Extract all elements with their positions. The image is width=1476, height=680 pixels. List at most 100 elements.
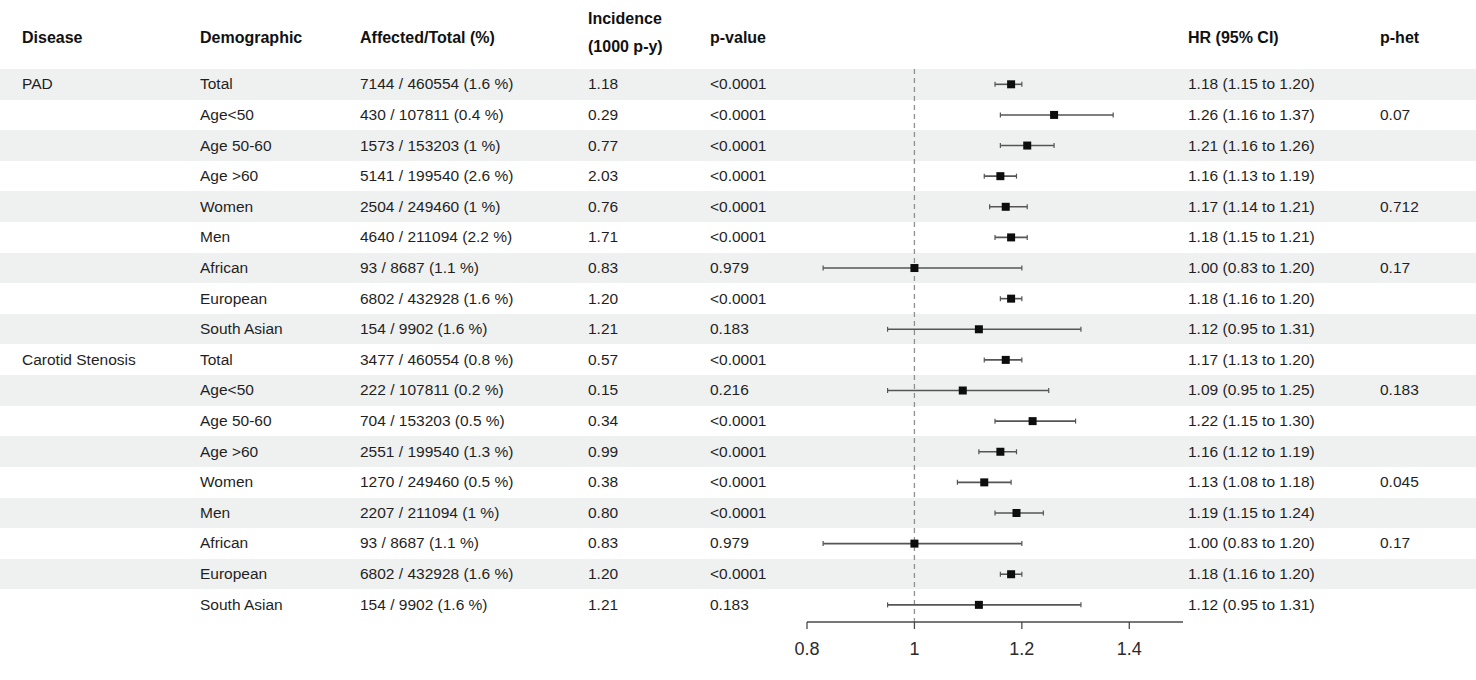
cell-incidence: 0.15 <box>588 381 618 399</box>
cell-incidence: 0.99 <box>588 443 618 461</box>
cell-incidence: 1.21 <box>588 320 618 338</box>
cell-demographic: Women <box>200 473 253 491</box>
cell-affected-total: 430 / 107811 (0.4 %) <box>360 106 504 124</box>
table-row: Age 50-601573 / 153203 (1 %)0.77<0.00011… <box>0 130 1476 161</box>
cell-affected-total: 2504 / 249460 (1 %) <box>360 198 500 216</box>
cell-affected-total: 6802 / 432928 (1.6 %) <box>360 290 513 308</box>
table-row: South Asian154 / 9902 (1.6 %)1.210.1831.… <box>0 589 1476 620</box>
cell-demographic: Men <box>200 228 230 246</box>
cell-incidence: 0.80 <box>588 504 618 522</box>
table-row: African 93 / 8687 (1.1 %) 0.83 0.979 1.00 (0… <box>0 528 1476 559</box>
cell-incidence: 2.03 <box>588 167 618 185</box>
cell-incidence: 1.20 <box>588 565 618 583</box>
cell-hr-ci: 1.21 (1.16 to 1.26) <box>1188 137 1315 155</box>
cell-hr-ci: 1.00 (0.83 to 1.20) <box>1188 259 1315 277</box>
cell-hr-ci: 1.19 (1.15 to 1.24) <box>1188 504 1315 522</box>
cell-pvalue: <0.0001 <box>710 443 766 461</box>
cell-incidence: 0.57 <box>588 351 618 369</box>
cell-pvalue: 0.216 <box>710 381 749 399</box>
x-axis-tick-label: 1.2 <box>1009 639 1034 659</box>
cell-demographic: Men <box>200 504 230 522</box>
table-row: Age<50 430 / 107811 (0.4 %) 0.29 <0.0001 1.2… <box>0 100 1476 131</box>
cell-incidence: 0.76 <box>588 198 618 216</box>
cell-affected-total: 1270 / 249460 (0.5 %) <box>360 473 513 491</box>
cell-demographic: Total <box>200 351 233 369</box>
cell-hr-ci: 1.00 (0.83 to 1.20) <box>1188 534 1315 552</box>
cell-pvalue: 0.183 <box>710 596 749 614</box>
cell-hr-ci: 1.16 (1.12 to 1.19) <box>1188 443 1315 461</box>
cell-hr-ci: 1.12 (0.95 to 1.31) <box>1188 320 1315 338</box>
table-row: Age >602551 / 199540 (1.3 %)0.99<0.00011… <box>0 436 1476 467</box>
cell-incidence: 0.83 <box>588 259 618 277</box>
cell-affected-total: 6802 / 432928 (1.6 %) <box>360 565 513 583</box>
table-row: Men 2207 / 211094 (1 %) 0.80 <0.0001 1.19 (1… <box>0 498 1476 529</box>
cell-affected-total: 93 / 8687 (1.1 %) <box>360 534 479 552</box>
cell-hr-ci: 1.22 (1.15 to 1.30) <box>1188 412 1315 430</box>
cell-demographic: African <box>200 534 248 552</box>
table-row: European6802 / 432928 (1.6 %)1.20<0.0001… <box>0 283 1476 314</box>
table-row: Age 50-60704 / 153203 (0.5 %)0.34<0.0001… <box>0 406 1476 437</box>
cell-hr-ci: 1.09 (0.95 to 1.25) <box>1188 381 1315 399</box>
cell-pvalue: 0.183 <box>710 320 749 338</box>
cell-demographic: Age >60 <box>200 443 258 461</box>
cell-pvalue: <0.0001 <box>710 504 766 522</box>
column-header-incidence-line2: (1000 p-y) <box>588 38 663 56</box>
cell-incidence: 0.38 <box>588 473 618 491</box>
cell-phet: 0.17 <box>1380 259 1410 277</box>
table-row: Age >60 5141 / 199540 (2.6 %) 2.03 <0.0001 1… <box>0 161 1476 192</box>
table-row: Carotid Stenosis Total 3477 / 460554 (0.8 … <box>0 344 1476 375</box>
table-row: African93 / 8687 (1.1 %)0.830.9791.00 (0… <box>0 253 1476 284</box>
cell-hr-ci: 1.13 (1.08 to 1.18) <box>1188 473 1315 491</box>
cell-incidence: 1.21 <box>588 596 618 614</box>
cell-affected-total: 222 / 107811 (0.2 %) <box>360 381 504 399</box>
cell-demographic: Women <box>200 198 253 216</box>
cell-affected-total: 3477 / 460554 (0.8 %) <box>360 351 513 369</box>
cell-affected-total: 93 / 8687 (1.1 %) <box>360 259 479 277</box>
column-header-pvalue: p-value <box>710 29 766 47</box>
cell-affected-total: 7144 / 460554 (1.6 %) <box>360 75 513 93</box>
table-row: Age<50 222 / 107811 (0.2 %) 0.15 0.216 1.09 … <box>0 375 1476 406</box>
cell-demographic: Age 50-60 <box>200 412 272 430</box>
cell-pvalue: <0.0001 <box>710 198 766 216</box>
cell-pvalue: <0.0001 <box>710 565 766 583</box>
column-header-incidence-line1: Incidence <box>588 10 662 28</box>
cell-pvalue: <0.0001 <box>710 167 766 185</box>
cell-hr-ci: 1.12 (0.95 to 1.31) <box>1188 596 1315 614</box>
cell-pvalue: <0.0001 <box>710 106 766 124</box>
cell-pvalue: <0.0001 <box>710 228 766 246</box>
cell-phet: 0.07 <box>1380 106 1410 124</box>
cell-demographic: Age >60 <box>200 167 258 185</box>
column-header-affected-total: Affected/Total (%) <box>360 29 495 47</box>
x-axis-tick-label: 1.4 <box>1117 639 1142 659</box>
cell-hr-ci: 1.16 (1.13 to 1.19) <box>1188 167 1315 185</box>
forest-plot-figure: Disease Demographic Affected/Total (%) I… <box>0 0 1476 680</box>
cell-incidence: 0.83 <box>588 534 618 552</box>
cell-pvalue: <0.0001 <box>710 351 766 369</box>
cell-phet: 0.17 <box>1380 534 1410 552</box>
cell-affected-total: 5141 / 199540 (2.6 %) <box>360 167 513 185</box>
cell-demographic: South Asian <box>200 596 283 614</box>
cell-demographic: Age<50 <box>200 106 254 124</box>
table-row: Women 2504 / 249460 (1 %) 0.76 <0.0001 1.17 … <box>0 191 1476 222</box>
cell-hr-ci: 1.26 (1.16 to 1.37) <box>1188 106 1315 124</box>
cell-incidence: 0.29 <box>588 106 618 124</box>
cell-disease: Carotid Stenosis <box>22 351 136 369</box>
cell-pvalue: 0.979 <box>710 534 749 552</box>
table-row: PADTotal7144 / 460554 (1.6 %)1.18<0.0001… <box>0 69 1476 100</box>
table-row: Women1270 / 249460 (0.5 %)0.38<0.00011.1… <box>0 467 1476 498</box>
cell-affected-total: 154 / 9902 (1.6 %) <box>360 320 488 338</box>
cell-hr-ci: 1.17 (1.13 to 1.20) <box>1188 351 1315 369</box>
cell-demographic: Age<50 <box>200 381 254 399</box>
column-header-demographic: Demographic <box>200 29 302 47</box>
cell-affected-total: 2207 / 211094 (1 %) <box>360 504 499 522</box>
cell-demographic: European <box>200 290 267 308</box>
cell-phet: 0.183 <box>1380 381 1419 399</box>
cell-pvalue: <0.0001 <box>710 137 766 155</box>
cell-affected-total: 1573 / 153203 (1 %) <box>360 137 500 155</box>
cell-incidence: 0.34 <box>588 412 618 430</box>
cell-hr-ci: 1.17 (1.14 to 1.21) <box>1188 198 1315 216</box>
cell-incidence: 0.77 <box>588 137 618 155</box>
column-header-disease: Disease <box>22 29 83 47</box>
cell-affected-total: 4640 / 211094 (2.2 %) <box>360 228 512 246</box>
cell-pvalue: <0.0001 <box>710 75 766 93</box>
